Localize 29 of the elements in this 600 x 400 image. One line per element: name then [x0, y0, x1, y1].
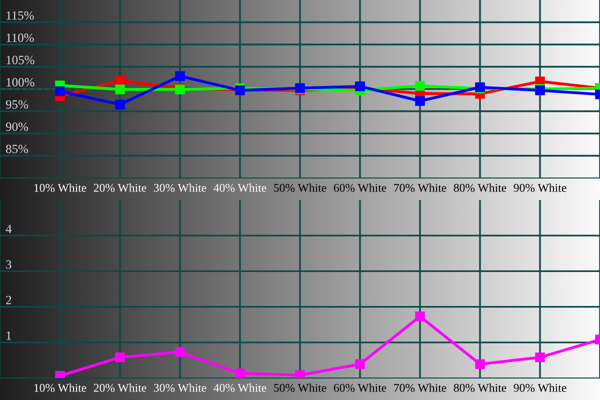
x-tick-label: 90% White	[514, 184, 566, 192]
x-tick-label: 90% White	[514, 384, 566, 392]
x-tick-label: 80% White	[454, 384, 506, 392]
y-tick-label: 105%	[6, 56, 34, 64]
x-tick-label: 40% White	[214, 184, 266, 192]
y-tick-label: 115%	[6, 11, 34, 20]
y-tick-label: 1	[6, 331, 12, 340]
x-tick-label: 20% White	[94, 184, 146, 192]
x-tick-label: 10% White	[34, 184, 86, 192]
x-tick-label: 80% White	[454, 184, 506, 192]
x-tick-label: 10% White	[34, 384, 86, 392]
x-tick-label: 70% White	[394, 384, 446, 392]
y-tick-label: 4	[6, 224, 12, 233]
x-tick-label: 50% White	[274, 384, 326, 392]
y-tick-label: 3	[6, 260, 12, 269]
x-tick-label: 30% White	[154, 384, 206, 392]
y-tick-label: 100%	[6, 78, 34, 86]
x-tick-label: 60% White	[334, 184, 386, 192]
x-tick-label: 30% White	[154, 184, 206, 192]
y-tick-label: 2	[6, 296, 12, 304]
y-tick-label: 85%	[6, 144, 28, 154]
x-tick-label: 50% White	[274, 184, 326, 192]
x-tick-label: 70% White	[394, 184, 446, 192]
y-tick-label: 95%	[6, 100, 28, 109]
y-tick-label: 90%	[6, 122, 28, 131]
x-tick-label: 60% White	[334, 384, 386, 392]
x-tick-label: 40% White	[214, 384, 266, 392]
x-tick-label: 20% White	[94, 384, 146, 392]
y-tick-label: 110%	[6, 34, 34, 42]
